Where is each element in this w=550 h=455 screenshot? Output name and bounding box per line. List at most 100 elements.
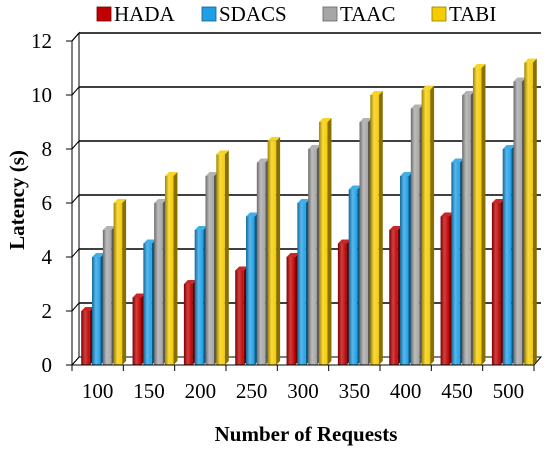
- bar-top: [216, 150, 229, 155]
- bar-sdacs-200: [194, 230, 204, 365]
- bar-side: [173, 172, 178, 365]
- y-tick-label: 12: [31, 29, 52, 53]
- x-axis-title: Number of Requests: [215, 422, 398, 446]
- bar-top: [132, 293, 146, 298]
- bar-tabi-150: [164, 176, 174, 365]
- bar-hada-250: [235, 270, 244, 365]
- y-tick-label: 2: [42, 299, 53, 323]
- bar-top: [421, 85, 435, 90]
- bar-side: [276, 136, 281, 365]
- legend-label-hada: HADA: [114, 2, 175, 26]
- bar-tabi-300: [318, 122, 328, 365]
- bar-hada-200: [183, 284, 193, 365]
- bar-tabi-500: [524, 62, 533, 365]
- bar-top: [102, 226, 116, 230]
- bar-sdacs-250: [246, 216, 255, 365]
- bar-sdacs-100: [92, 257, 101, 365]
- x-tick-label: 100: [82, 379, 114, 403]
- bar-top: [337, 239, 351, 244]
- y-tick-label: 6: [42, 191, 53, 215]
- gridline-wall: [71, 248, 80, 258]
- legend-label-taac: TAAC: [340, 2, 395, 26]
- bar-tabi-400: [421, 89, 431, 365]
- bar-taac-100: [102, 230, 112, 365]
- bar-taac-150: [154, 203, 163, 365]
- bar-top: [256, 158, 270, 163]
- bar-hada-300: [286, 257, 296, 365]
- x-tick-label: 300: [287, 379, 319, 403]
- bar-top: [113, 199, 127, 203]
- bar-top: [194, 226, 208, 230]
- bar-sdacs-450: [451, 162, 460, 365]
- bar-hada-100: [81, 311, 90, 365]
- bar-top: [154, 199, 167, 203]
- x-tick-label: 500: [493, 379, 525, 403]
- gridline-wall: [71, 140, 80, 150]
- bar-tabi-450: [472, 68, 482, 365]
- bar-side: [122, 199, 127, 365]
- bar-top: [400, 172, 413, 176]
- bar-top: [513, 77, 526, 82]
- axes: [66, 40, 535, 371]
- gridline-wall: [71, 86, 80, 96]
- bar-side: [430, 85, 435, 365]
- x-tick-label: 450: [441, 379, 473, 403]
- gridline-wall: [71, 302, 80, 312]
- bar-top: [92, 253, 105, 257]
- bar-top: [267, 136, 281, 141]
- bar-side: [532, 58, 537, 365]
- bars: [81, 58, 537, 365]
- bar-taac-300: [308, 149, 317, 365]
- x-tick-label: 350: [339, 379, 371, 403]
- bar-top: [235, 266, 248, 271]
- bar-taac-350: [359, 122, 368, 365]
- bar-tabi-250: [267, 140, 277, 365]
- bar-tabi-350: [370, 95, 379, 365]
- legend-label-tabi: TABI: [449, 2, 496, 26]
- bar-side: [481, 64, 486, 365]
- bar-top: [524, 58, 537, 63]
- bar-top: [472, 64, 486, 68]
- y-tick-label: 4: [42, 245, 53, 269]
- legend-swatch-sdacs: [201, 6, 217, 22]
- bar-top: [318, 118, 332, 122]
- bar-top: [205, 172, 218, 176]
- y-axis-title: Latency (s): [5, 150, 29, 250]
- legend-swatch-hada: [96, 6, 112, 22]
- bar-sdacs-400: [400, 176, 409, 365]
- bar-top: [491, 199, 505, 203]
- bar-top: [389, 226, 402, 230]
- legend: HADA SDACS TAAC TABI: [96, 2, 496, 26]
- bar-top: [164, 172, 178, 176]
- bar-hada-350: [337, 243, 347, 365]
- bar-sdacs-300: [297, 203, 306, 365]
- x-tick-label: 200: [185, 379, 217, 403]
- legend-swatch-taac: [322, 6, 338, 22]
- bar-taac-200: [205, 176, 214, 365]
- bar-taac-250: [256, 162, 266, 365]
- bar-top: [359, 118, 372, 122]
- x-tick-label: 400: [390, 379, 422, 403]
- bar-taac-400: [410, 108, 420, 365]
- bar-top: [348, 185, 362, 190]
- bar-top: [502, 145, 516, 149]
- gridline-wall: [71, 32, 80, 42]
- gridline-wall: [71, 194, 80, 204]
- bar-top: [462, 91, 475, 95]
- bar-hada-450: [440, 216, 450, 365]
- bar-hada-500: [491, 203, 501, 365]
- bar-top: [297, 199, 310, 203]
- bar-taac-450: [462, 95, 471, 365]
- bar-top: [370, 91, 383, 95]
- bar-top: [308, 145, 321, 149]
- bar-sdacs-150: [143, 243, 152, 365]
- bar-top: [286, 253, 300, 257]
- bar-hada-150: [132, 297, 142, 365]
- bar-side: [327, 118, 332, 365]
- y-tick-label: 8: [42, 137, 53, 161]
- bar-tabi-100: [113, 203, 123, 365]
- bar-top: [81, 307, 94, 311]
- legend-swatch-tabi: [431, 6, 447, 22]
- x-tick-label: 150: [133, 379, 165, 403]
